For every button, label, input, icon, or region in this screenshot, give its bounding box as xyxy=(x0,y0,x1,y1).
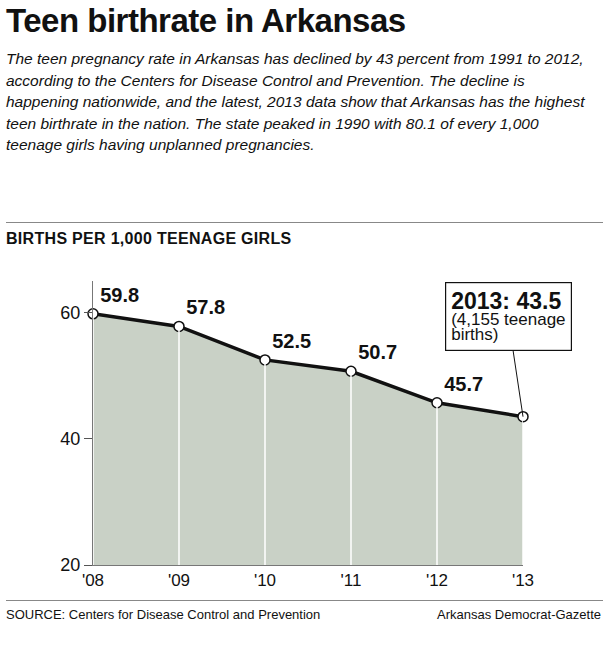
svg-text:57.8: 57.8 xyxy=(186,296,225,318)
html-text:BIRTHS PER 1,000 TEENAGE GIRLS: BIRTHS PER 1,000 TEENAGE GIRLS xyxy=(6,230,292,247)
html-text:Arkansas Democrat-Gazette: Arkansas Democrat-Gazette xyxy=(437,607,601,622)
svg-text:60: 60 xyxy=(60,303,80,323)
svg-text:45.7: 45.7 xyxy=(444,373,483,395)
svg-text:2013: 43.5(4,155 teenagebirths: 2013: 43.5(4,155 teenagebirths) xyxy=(451,288,565,344)
svg-text:20: 20 xyxy=(60,555,80,575)
svg-text:'13: '13 xyxy=(512,571,534,590)
svg-text:59.8: 59.8 xyxy=(100,284,139,306)
svg-text:52.5: 52.5 xyxy=(272,330,311,352)
svg-text:40: 40 xyxy=(60,429,80,449)
html-text:SOURCE: Centers for Disease Co: SOURCE: Centers for Disease Control and … xyxy=(6,607,321,622)
html-text:Teen birthrate in Arkansas: Teen birthrate in Arkansas xyxy=(6,2,406,39)
svg-text:'11: '11 xyxy=(341,571,362,590)
svg-text:'10: '10 xyxy=(254,571,276,590)
svg-text:'08: '08 xyxy=(82,571,104,590)
html-text:The teen pregnancy rate in Ark: The teen pregnancy rate in Arkansas has … xyxy=(6,50,585,153)
svg-text:50.7: 50.7 xyxy=(358,341,397,363)
svg-text:'09: '09 xyxy=(168,571,190,590)
svg-text:'12: '12 xyxy=(426,571,448,590)
